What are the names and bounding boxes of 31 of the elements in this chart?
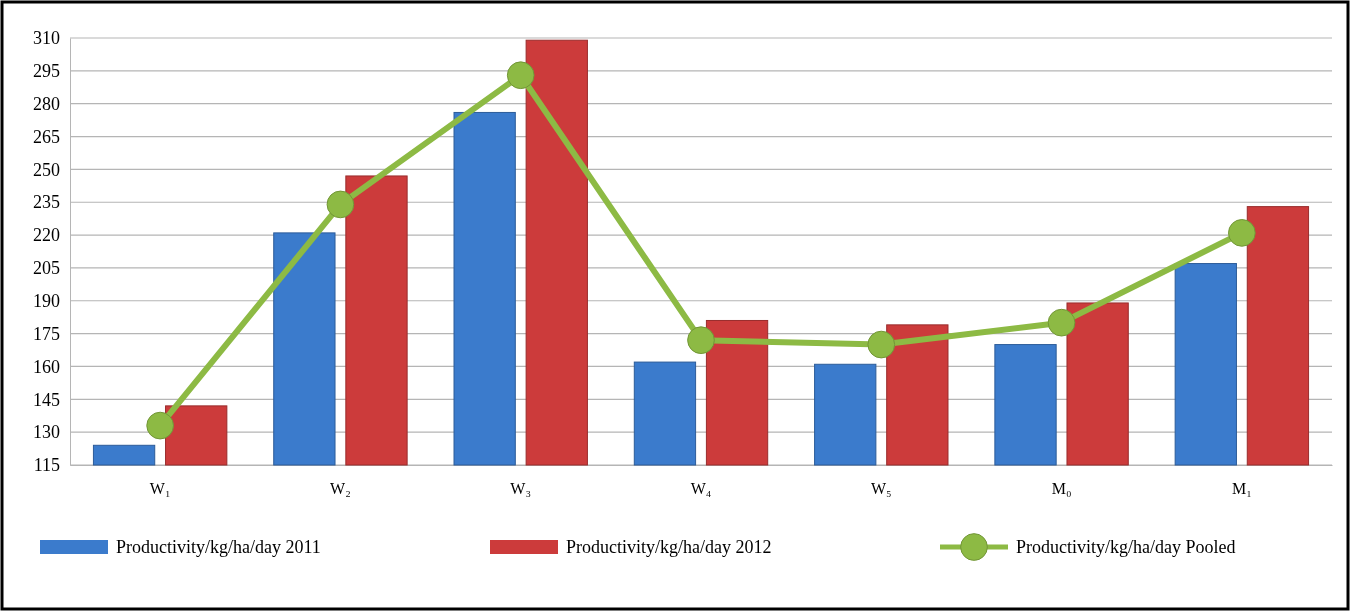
- point: [687, 326, 715, 355]
- point: [867, 330, 896, 359]
- x-tick-label: M₀: [1051, 480, 1072, 498]
- y-tick-label: 160: [33, 356, 60, 377]
- y-tick-label: 295: [33, 61, 60, 82]
- y-tick-label: 175: [33, 323, 60, 344]
- y-tick-label: 130: [33, 422, 60, 443]
- y-tick-label: 280: [33, 93, 60, 114]
- point: [326, 190, 355, 219]
- legend-label: Productivity/kg/ha/day Pooled: [1016, 537, 1236, 557]
- y-tick-label: 310: [33, 28, 60, 49]
- x-tick-label: M₁: [1231, 480, 1252, 498]
- y-tick-label: 190: [33, 291, 60, 312]
- y-tick-label: 220: [33, 225, 60, 246]
- x-tick-label: W₁: [149, 480, 171, 498]
- legend-label: Productivity/kg/ha/day 2011: [116, 537, 321, 557]
- point: [1228, 219, 1256, 247]
- x-tick-label: W₂: [330, 480, 351, 498]
- legend-label: Productivity/kg/ha/day 2012: [566, 537, 772, 557]
- x-tick-label: W₄: [690, 480, 712, 498]
- point: [1047, 308, 1076, 337]
- y-tick-label: 145: [33, 389, 60, 410]
- point: [146, 411, 174, 440]
- y-tick-label: 115: [33, 455, 60, 476]
- y-tick-label: 265: [33, 126, 60, 147]
- y-tick-label: 235: [33, 192, 60, 213]
- x-tick-label: W₅: [870, 480, 892, 498]
- x-tick-label: W₃: [510, 480, 532, 498]
- point: [506, 61, 535, 90]
- y-tick-label: 250: [33, 159, 60, 180]
- y-tick-label: 205: [33, 258, 60, 279]
